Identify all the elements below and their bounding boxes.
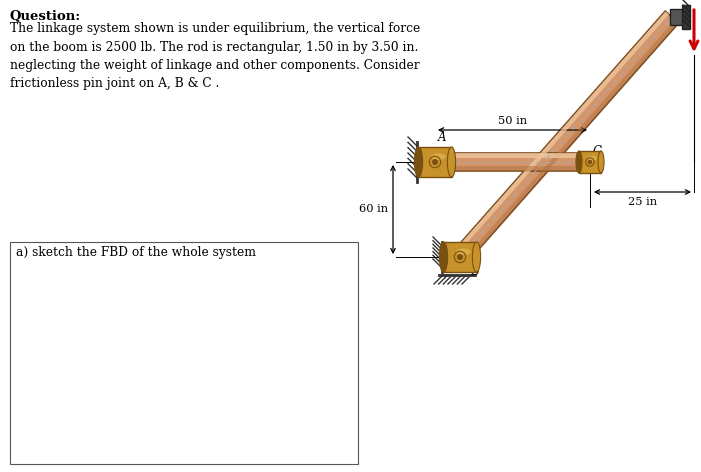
Circle shape: [432, 159, 438, 165]
Polygon shape: [454, 11, 669, 254]
Ellipse shape: [587, 156, 597, 160]
Circle shape: [457, 254, 463, 260]
Text: B: B: [470, 265, 479, 278]
Ellipse shape: [598, 151, 604, 173]
Polygon shape: [435, 166, 590, 170]
Text: The linkage system shown is under equilibrium, the vertical force
on the boom is: The linkage system shown is under equili…: [10, 22, 421, 91]
Ellipse shape: [472, 242, 481, 272]
Text: F: F: [700, 25, 701, 37]
Bar: [444, 242, 477, 272]
Polygon shape: [435, 153, 590, 171]
Text: 60 in: 60 in: [359, 204, 388, 214]
Circle shape: [588, 160, 592, 164]
Ellipse shape: [414, 147, 423, 177]
Ellipse shape: [440, 242, 448, 272]
Ellipse shape: [447, 147, 456, 177]
Text: C: C: [593, 145, 602, 158]
Bar: [670, 9, 684, 25]
Ellipse shape: [456, 248, 471, 255]
Text: A: A: [438, 131, 447, 144]
Polygon shape: [435, 153, 590, 158]
Text: 50 in: 50 in: [498, 116, 527, 126]
Ellipse shape: [576, 151, 582, 173]
Text: a) sketch the FBD of the whole system: a) sketch the FBD of the whole system: [16, 246, 256, 259]
Bar: [682, 5, 690, 29]
Bar: [418, 147, 451, 177]
Bar: [10, 242, 358, 464]
Bar: [579, 151, 601, 173]
Ellipse shape: [431, 153, 446, 160]
Text: Question:: Question:: [10, 10, 81, 23]
Polygon shape: [463, 20, 679, 262]
Text: 25 in: 25 in: [628, 197, 657, 207]
Polygon shape: [454, 11, 679, 263]
